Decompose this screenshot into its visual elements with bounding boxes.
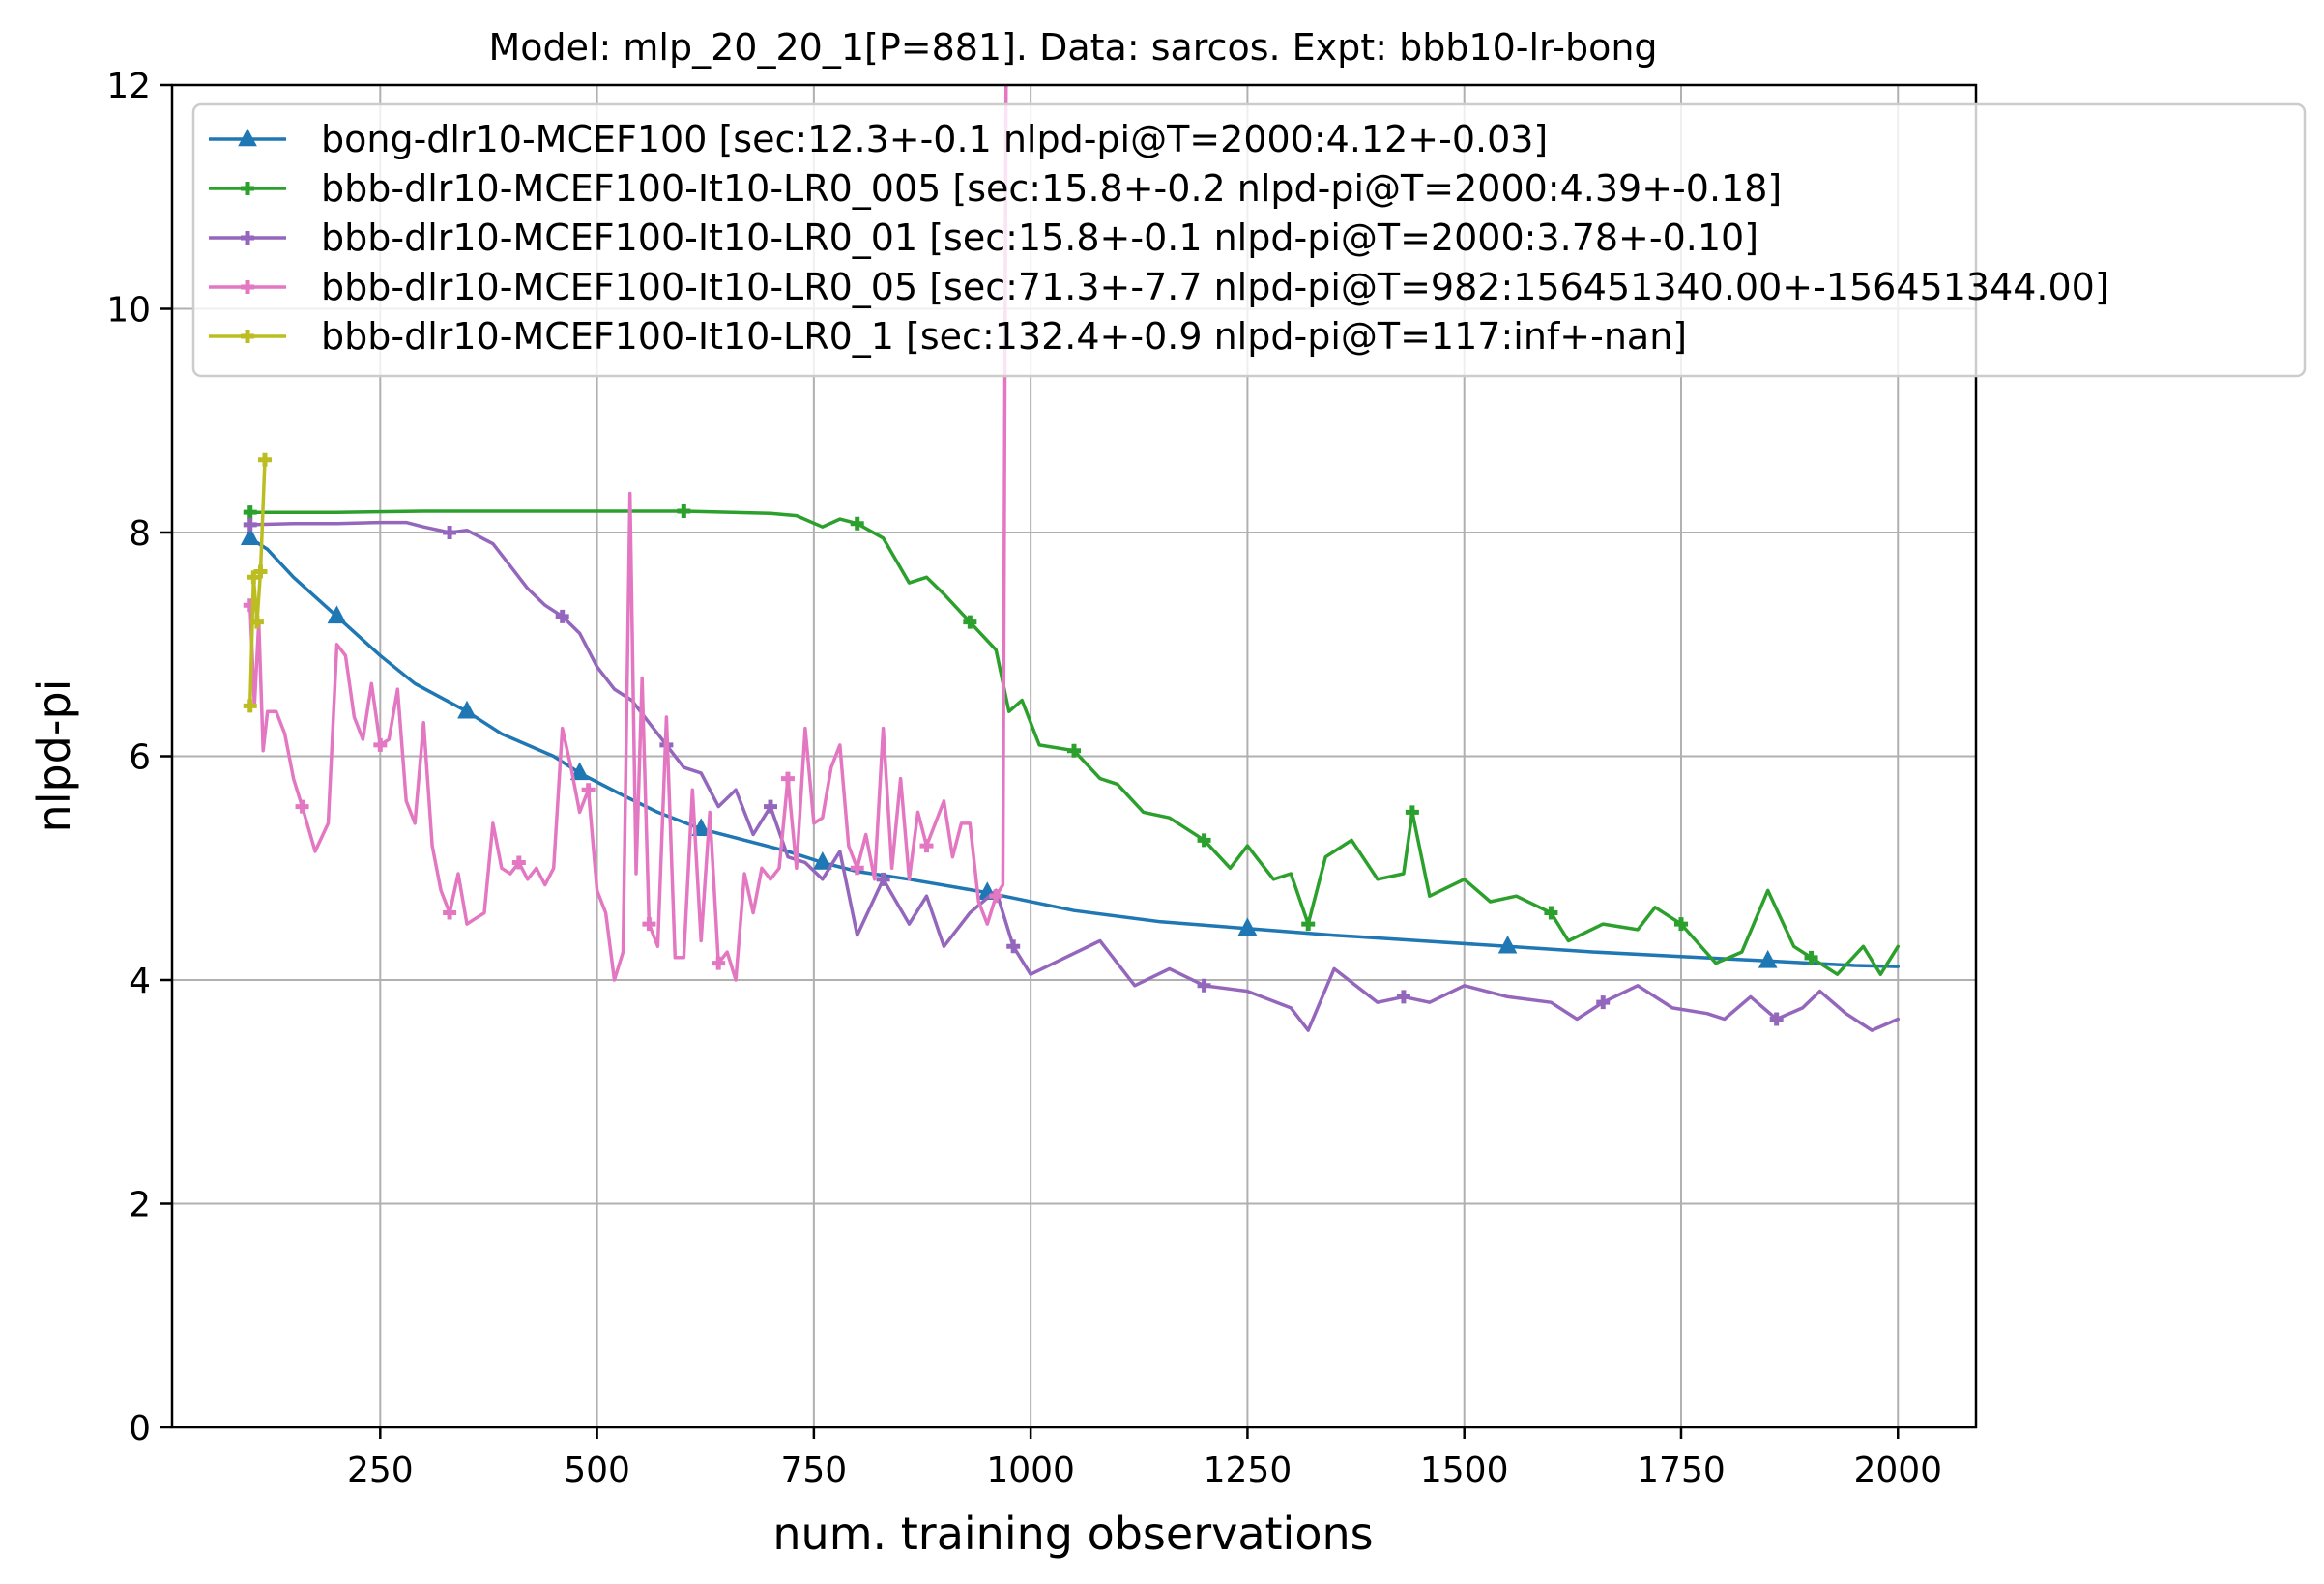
legend-label: bbb-dlr10-MCEF100-It10-LR0_1 [sec:132.4+…: [321, 315, 1687, 358]
x-tick-label: 2000: [1853, 1451, 1942, 1490]
data-point: [919, 839, 934, 853]
data-point: [249, 615, 264, 629]
chart-title: Model: mlp_20_20_1[P=881]. Data: sarcos.…: [488, 26, 1657, 69]
y-tick-label: 4: [129, 962, 151, 1001]
data-point: [569, 762, 590, 781]
x-tick-label: 500: [564, 1451, 630, 1490]
data-point: [1758, 949, 1778, 968]
legend-marker: [238, 128, 257, 147]
data-point: [555, 609, 569, 623]
x-tick-label: 750: [781, 1451, 848, 1490]
legend: bong-dlr10-MCEF100 [sec:12.3+-0.1 nlpd-p…: [191, 102, 2307, 378]
data-point: [327, 605, 347, 624]
data-point: [581, 783, 596, 797]
series-line-0: [247, 536, 1901, 968]
data-point: [253, 564, 268, 579]
y-tick-label: 10: [106, 291, 151, 331]
data-point: [850, 516, 864, 531]
data-point: [457, 700, 477, 719]
data-point: [712, 956, 726, 970]
y-tick-label: 12: [106, 67, 151, 106]
data-point: [295, 799, 309, 814]
data-point: [1237, 917, 1258, 936]
x-tick-label: 1250: [1204, 1451, 1293, 1490]
legend-label: bbb-dlr10-MCEF100-It10-LR0_005 [sec:15.8…: [321, 167, 1782, 210]
data-point: [247, 570, 261, 585]
data-point: [876, 872, 890, 886]
data-point: [1006, 939, 1021, 954]
y-tick-label: 8: [129, 514, 151, 554]
x-tick-label: 1750: [1637, 1451, 1726, 1490]
data-point: [850, 861, 864, 876]
y-tick-label: 0: [129, 1409, 151, 1449]
legend-marker: [241, 280, 254, 294]
data-point: [642, 917, 656, 932]
data-point: [677, 504, 691, 519]
series-line-2: [247, 520, 1901, 1032]
plot-area: [240, 85, 1901, 1032]
data-point: [443, 526, 457, 539]
data-point: [443, 906, 457, 920]
y-tick-label: 2: [129, 1186, 151, 1225]
legend-label: bbb-dlr10-MCEF100-It10-LR0_05 [sec:71.3+…: [321, 266, 2109, 308]
data-point: [691, 818, 712, 836]
legend-label: bong-dlr10-MCEF100 [sec:12.3+-0.1 nlpd-p…: [321, 118, 1548, 160]
axis-ticks: 250 500 750 1000 1250 1500 1750 2000 0 2 4 6 8 10 12: [106, 67, 1942, 1490]
data-point: [243, 505, 257, 520]
data-point: [1405, 805, 1419, 820]
legend-box: [191, 102, 2307, 378]
data-point: [240, 527, 260, 546]
series-line-3: [247, 85, 1008, 982]
x-tick-label: 250: [347, 1451, 414, 1490]
data-point: [373, 737, 388, 752]
data-point: [1197, 833, 1211, 848]
data-point: [243, 517, 257, 532]
data-point: [257, 452, 272, 467]
legend-marker: [241, 231, 254, 245]
y-axis-label: nlpd-pi: [28, 679, 80, 833]
data-point: [813, 851, 832, 870]
data-point: [243, 699, 257, 713]
legend-marker: [241, 330, 254, 343]
data-point: [1804, 950, 1818, 965]
x-tick-label: 1000: [986, 1451, 1075, 1490]
legend-label: bbb-dlr10-MCEF100-It10-LR0_01 [sec:15.8+…: [321, 216, 1758, 259]
data-point: [1301, 917, 1316, 932]
data-point: [1197, 978, 1211, 993]
data-point: [780, 771, 795, 786]
series-group: [240, 85, 1901, 1032]
data-point: [1067, 743, 1081, 758]
data-point: [1769, 1012, 1784, 1026]
data-point: [1497, 935, 1518, 954]
legend-marker: [241, 182, 254, 195]
x-tick-label: 1500: [1420, 1451, 1509, 1490]
y-tick-label: 6: [129, 738, 151, 778]
data-point: [1596, 995, 1611, 1010]
data-point: [963, 615, 977, 629]
data-point: [764, 799, 778, 814]
data-point: [1673, 917, 1688, 932]
data-point: [1544, 906, 1558, 920]
data-point: [1396, 990, 1410, 1004]
data-point: [511, 855, 526, 870]
data-point: [989, 889, 1003, 904]
x-axis-label: num. training observations: [772, 1508, 1373, 1560]
